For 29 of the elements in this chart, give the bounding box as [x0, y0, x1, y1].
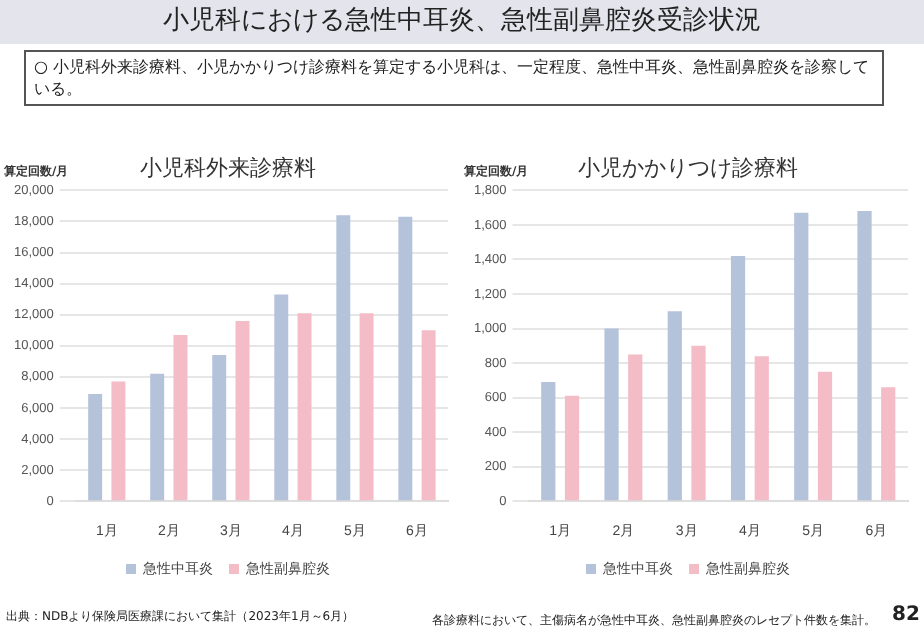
bar	[212, 355, 227, 501]
bar	[564, 395, 580, 501]
bar	[274, 294, 289, 501]
text: ○ 小児科外来診療料、小児かかりつけ診療料を算定する小児科は、一定程度、急性中耳炎、急性副鼻腔炎を診察している。	[24, 50, 884, 106]
bar	[398, 216, 413, 501]
bar	[88, 393, 103, 501]
bar	[173, 334, 188, 501]
bar	[604, 328, 619, 501]
bar	[628, 354, 643, 501]
text: 82	[892, 604, 920, 626]
chart-title: 小児かかりつけ診療料	[578, 155, 798, 182]
bar	[235, 320, 250, 501]
bar	[691, 345, 706, 501]
bar	[421, 330, 436, 501]
bar	[881, 387, 896, 501]
bar	[794, 212, 809, 501]
chart-title: 小児科外来診療料	[140, 155, 316, 182]
bar	[359, 313, 374, 501]
bar	[730, 256, 746, 501]
bar	[297, 313, 312, 501]
bar	[817, 371, 833, 501]
bar	[336, 215, 351, 501]
bar	[857, 211, 872, 501]
bar	[667, 311, 682, 501]
text: 小児科における急性中耳炎、急性副鼻腔炎受診状況	[0, 0, 924, 44]
bar	[111, 381, 126, 501]
bar	[754, 356, 769, 501]
bar	[150, 373, 165, 501]
bar	[541, 382, 556, 501]
